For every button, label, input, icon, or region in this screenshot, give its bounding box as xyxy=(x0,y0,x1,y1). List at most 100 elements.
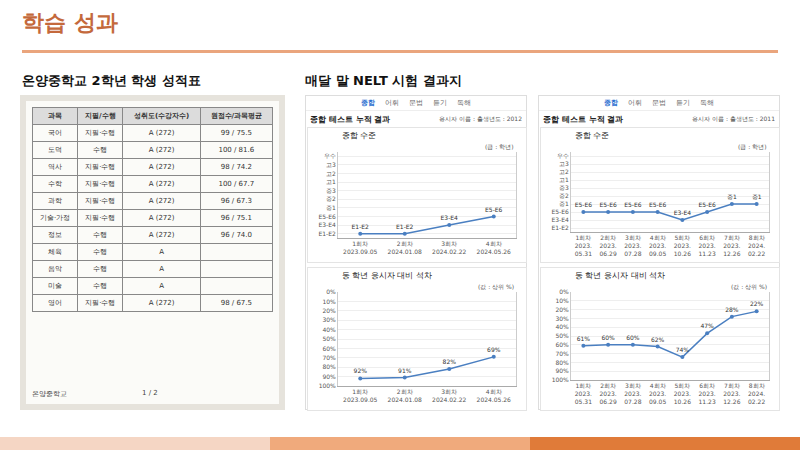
svg-text:0%: 0% xyxy=(326,288,336,295)
svg-text:10%: 10% xyxy=(322,298,336,305)
svg-text:0%: 0% xyxy=(559,288,569,295)
svg-text:동 학년 응시자 대비 석차: 동 학년 응시자 대비 석차 xyxy=(342,271,432,280)
svg-text:중1: 중1 xyxy=(752,193,762,200)
svg-text:E1-E2: E1-E2 xyxy=(352,223,370,230)
svg-text:3회차2023.07.28: 3회차2023.07.28 xyxy=(624,234,641,257)
svg-text:8회차2024.02.22: 8회차2024.02.22 xyxy=(748,234,765,257)
svg-text:E5-E6: E5-E6 xyxy=(624,201,642,208)
svg-text:60%: 60% xyxy=(555,341,569,348)
svg-text:40%: 40% xyxy=(322,326,336,333)
svg-text:중2: 중2 xyxy=(326,195,336,202)
svg-text:4회차2023.09.05: 4회차2023.09.05 xyxy=(649,234,666,257)
svg-text:중1: 중1 xyxy=(727,193,737,200)
svg-text:E5-E6: E5-E6 xyxy=(485,206,503,213)
svg-text:5회차2023.10.26: 5회차2023.10.26 xyxy=(674,234,691,257)
svg-text:고1: 고1 xyxy=(559,176,569,183)
svg-text:100%: 100% xyxy=(319,382,336,389)
svg-text:(값 : 상위 %): (값 : 상위 %) xyxy=(731,283,767,290)
svg-text:고3: 고3 xyxy=(326,161,336,168)
svg-text:E5-E6: E5-E6 xyxy=(698,201,716,208)
svg-text:2회차2023.06.29: 2회차2023.06.29 xyxy=(600,234,617,257)
svg-text:1회차2023.09.05: 1회차2023.09.05 xyxy=(343,240,378,255)
svg-text:3회차2024.02.22: 3회차2024.02.22 xyxy=(432,240,467,255)
svg-text:60%: 60% xyxy=(601,334,615,341)
svg-text:62%: 62% xyxy=(651,336,665,343)
svg-text:50%: 50% xyxy=(555,332,569,339)
svg-text:종합 수준: 종합 수준 xyxy=(575,131,610,140)
svg-text:E3-E4: E3-E4 xyxy=(674,209,692,216)
svg-text:40%: 40% xyxy=(555,323,569,330)
svg-text:28%: 28% xyxy=(725,306,739,313)
svg-text:69%: 69% xyxy=(487,346,501,353)
svg-text:47%: 47% xyxy=(700,322,714,329)
svg-text:20%: 20% xyxy=(322,307,336,314)
svg-text:고3: 고3 xyxy=(559,160,569,167)
html-text:학습 성과: 학습 성과 xyxy=(22,10,118,35)
svg-text:1회차2023.05.31: 1회차2023.05.31 xyxy=(575,382,592,405)
svg-text:동 학년 응시자 대비 석차: 동 학년 응시자 대비 석차 xyxy=(575,271,665,280)
svg-text:중3: 중3 xyxy=(559,184,569,191)
svg-text:2회차2024.01.08: 2회차2024.01.08 xyxy=(388,388,423,403)
svg-text:E5-E6: E5-E6 xyxy=(575,201,593,208)
svg-text:30%: 30% xyxy=(555,315,569,322)
svg-text:E5-E6: E5-E6 xyxy=(551,208,569,215)
svg-text:우수: 우수 xyxy=(557,152,569,159)
svg-text:50%: 50% xyxy=(322,335,336,342)
svg-text:E5-E6: E5-E6 xyxy=(318,213,336,220)
svg-text:우수: 우수 xyxy=(324,152,336,159)
svg-text:(급 : 학년): (급 : 학년) xyxy=(738,143,767,150)
svg-text:E5-E6: E5-E6 xyxy=(649,201,667,208)
svg-text:고2: 고2 xyxy=(559,168,569,175)
svg-text:3회차2024.02.22: 3회차2024.02.22 xyxy=(432,388,467,403)
svg-text:7회차2023.12.26: 7회차2023.12.26 xyxy=(723,234,740,257)
svg-text:74%: 74% xyxy=(676,346,690,353)
svg-text:10%: 10% xyxy=(555,297,569,304)
svg-text:22%: 22% xyxy=(750,300,764,307)
svg-text:20%: 20% xyxy=(555,306,569,313)
svg-text:80%: 80% xyxy=(555,359,569,366)
svg-text:7회차2023.12.26: 7회차2023.12.26 xyxy=(723,382,740,405)
svg-text:4회차2024.05.26: 4회차2024.05.26 xyxy=(477,388,512,403)
svg-text:E1-E2: E1-E2 xyxy=(396,223,414,230)
svg-text:E1-E2: E1-E2 xyxy=(551,224,569,231)
svg-text:고1: 고1 xyxy=(326,178,336,185)
svg-text:70%: 70% xyxy=(555,350,569,357)
svg-text:90%: 90% xyxy=(322,373,336,380)
svg-text:중1: 중1 xyxy=(559,200,569,207)
svg-text:1회차2023.09.05: 1회차2023.09.05 xyxy=(343,388,378,403)
svg-text:1회차2023.05.31: 1회차2023.05.31 xyxy=(575,234,592,257)
svg-text:90%: 90% xyxy=(555,367,569,374)
svg-text:91%: 91% xyxy=(398,367,412,374)
svg-text:5회차2023.10.26: 5회차2023.10.26 xyxy=(674,382,691,405)
svg-text:61%: 61% xyxy=(577,335,591,342)
svg-text:3회차2023.07.28: 3회차2023.07.28 xyxy=(624,382,641,405)
svg-text:6회차2023.11.23: 6회차2023.11.23 xyxy=(699,234,716,257)
svg-text:70%: 70% xyxy=(322,354,336,361)
svg-text:4회차2023.09.05: 4회차2023.09.05 xyxy=(649,382,666,405)
svg-text:2회차2024.01.08: 2회차2024.01.08 xyxy=(388,240,423,255)
svg-text:(값 : 상위 %): (값 : 상위 %) xyxy=(478,283,514,290)
svg-text:6회차2023.11.23: 6회차2023.11.23 xyxy=(699,382,716,405)
svg-text:82%: 82% xyxy=(443,358,457,365)
svg-text:E5-E6: E5-E6 xyxy=(599,201,617,208)
svg-text:E3-E4: E3-E4 xyxy=(441,214,459,221)
svg-text:30%: 30% xyxy=(322,316,336,323)
svg-text:60%: 60% xyxy=(626,334,640,341)
html-text:온양중학교 2학년 학생 성적표: 온양중학교 2학년 학생 성적표 xyxy=(22,73,201,88)
svg-text:E3-E4: E3-E4 xyxy=(551,216,569,223)
svg-text:60%: 60% xyxy=(322,345,336,352)
svg-text:E1-E2: E1-E2 xyxy=(318,230,336,237)
svg-text:4회차2024.05.26: 4회차2024.05.26 xyxy=(477,240,512,255)
svg-text:중2: 중2 xyxy=(559,192,569,199)
svg-text:100%: 100% xyxy=(552,376,569,383)
svg-text:8회차2024.02.22: 8회차2024.02.22 xyxy=(748,382,765,405)
svg-text:80%: 80% xyxy=(322,363,336,370)
svg-text:2회차2023.06.29: 2회차2023.06.29 xyxy=(600,382,617,405)
svg-text:E3-E4: E3-E4 xyxy=(318,221,336,228)
svg-text:중3: 중3 xyxy=(326,187,336,194)
svg-text:고2: 고2 xyxy=(326,170,336,177)
svg-text:중1: 중1 xyxy=(326,204,336,211)
svg-text:종합 수준: 종합 수준 xyxy=(342,131,377,140)
svg-text:(급 : 학년): (급 : 학년) xyxy=(485,143,514,150)
svg-text:92%: 92% xyxy=(354,367,368,374)
